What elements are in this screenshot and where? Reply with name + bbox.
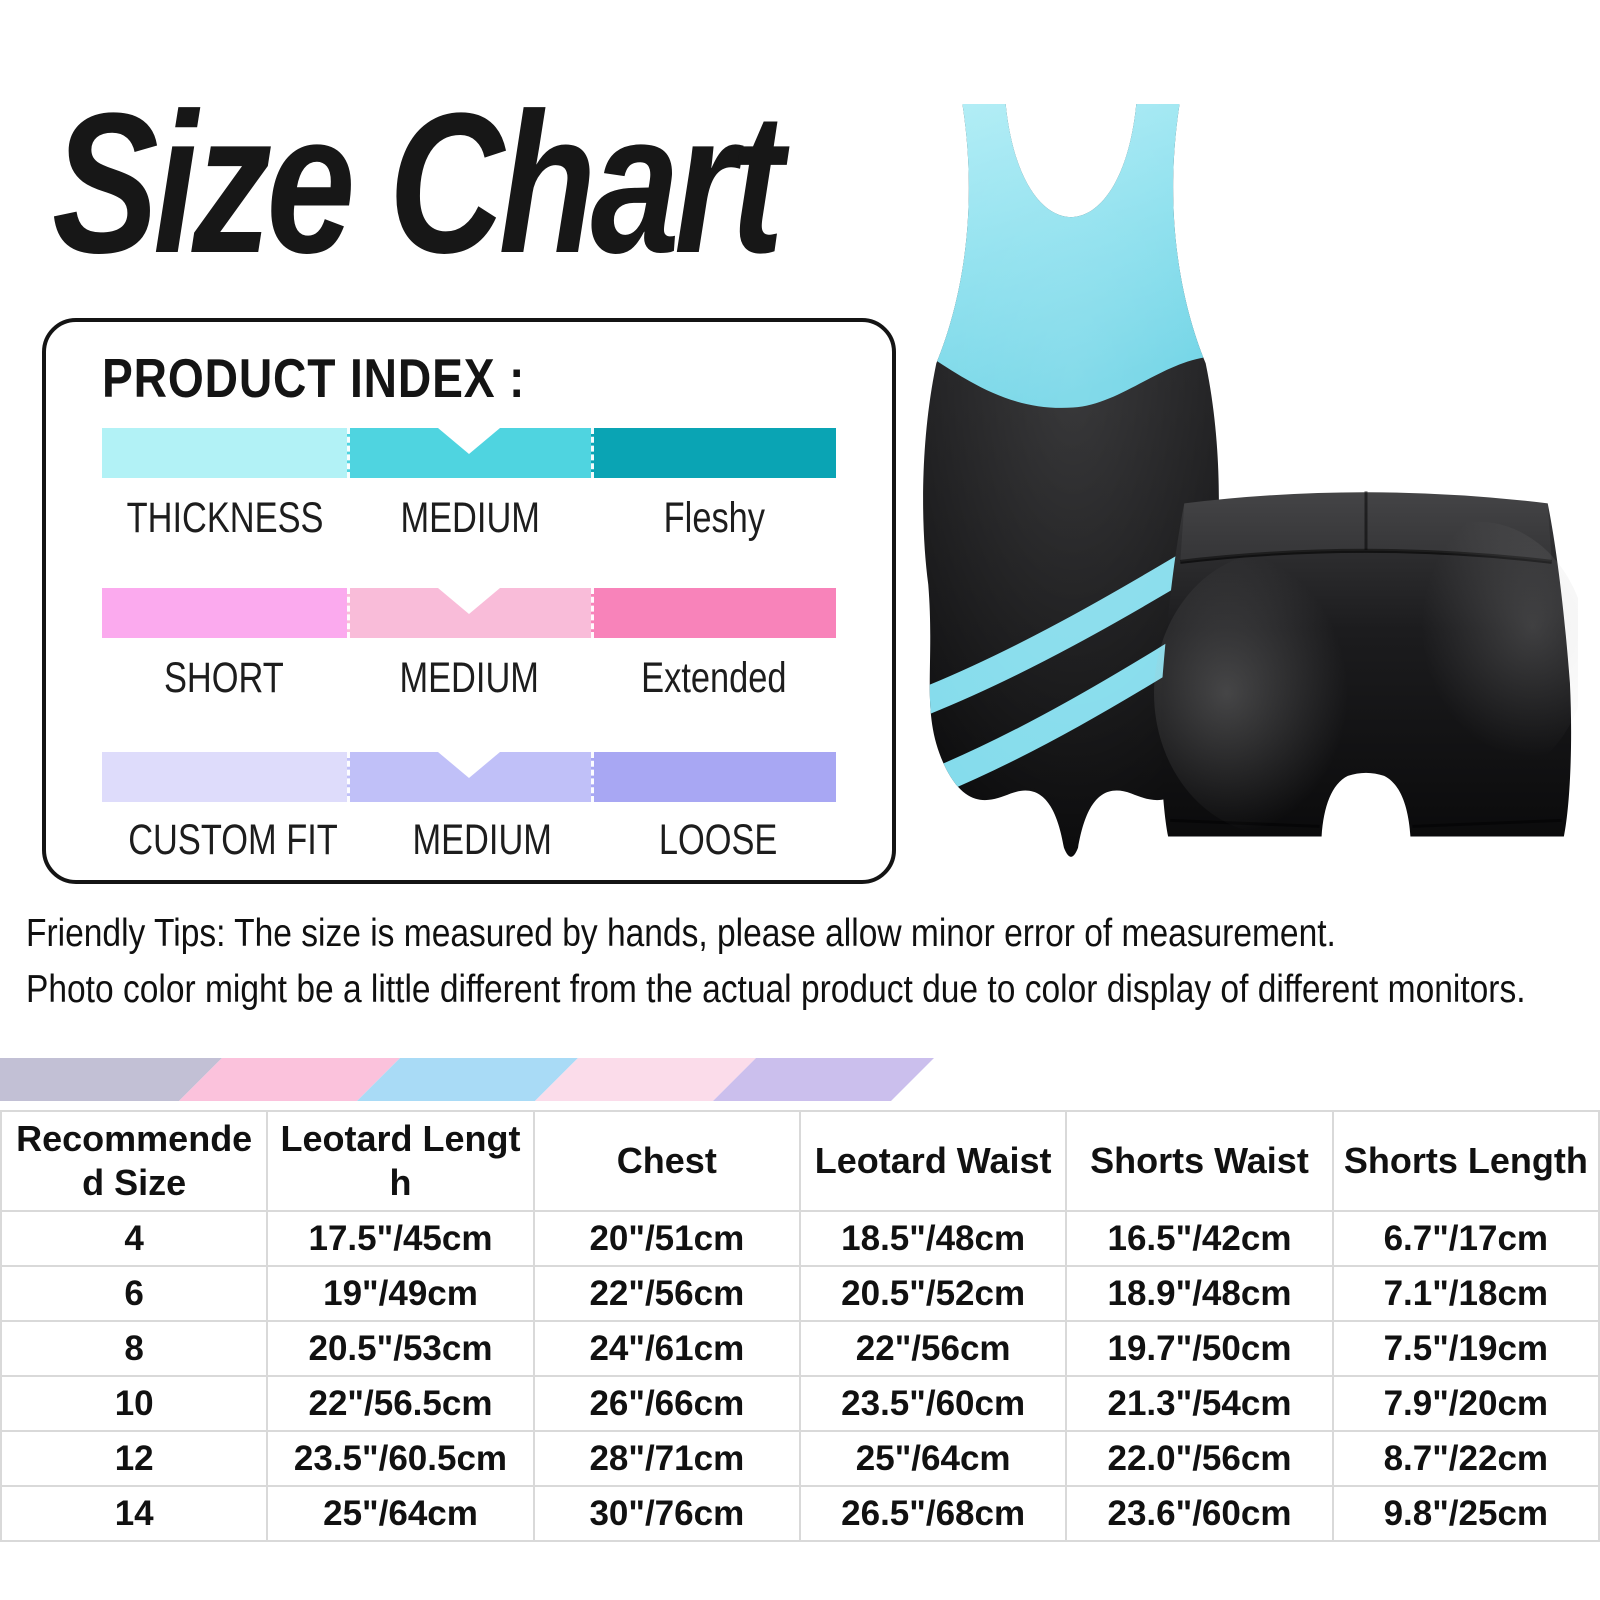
dashed-divider bbox=[346, 428, 350, 478]
fit-segment-medium bbox=[346, 752, 592, 802]
size-table: Recommende d Size Leotard Lengt h Chest Le… bbox=[0, 1110, 1600, 1542]
cell-shorts-waist: 21.3"/54cm bbox=[1065, 1375, 1334, 1432]
cell-shorts-waist: 19.7"/50cm bbox=[1065, 1320, 1334, 1377]
thickness-scale-bar bbox=[102, 428, 837, 478]
scale-label: Fleshy bbox=[663, 494, 765, 542]
cell-chest: 20"/51cm bbox=[532, 1210, 801, 1267]
cell-chest: 26"/66cm bbox=[532, 1375, 801, 1432]
page-title: Size Chart bbox=[52, 72, 784, 295]
header-shorts-waist: Shorts Waist bbox=[1065, 1110, 1334, 1212]
cell-shorts-length: 7.5"/19cm bbox=[1331, 1320, 1600, 1377]
scale-label: MEDIUM bbox=[399, 654, 539, 702]
size-table-header-row: Recommende d Size Leotard Lengt h Chest Le… bbox=[0, 1110, 1600, 1212]
table-row-size-8: 8 20.5"/53cm 24"/61cm 22"/56cm 19.7"/50c… bbox=[0, 1320, 1600, 1377]
length-segment-extended bbox=[591, 588, 837, 638]
fit-segment-custom bbox=[102, 752, 347, 802]
dashed-divider bbox=[591, 752, 595, 802]
header-chest: Chest bbox=[532, 1110, 801, 1212]
length-scale-labels: SHORT MEDIUM Extended bbox=[102, 654, 836, 703]
cell-size: 8 bbox=[0, 1320, 269, 1377]
cell-shorts-length: 9.8"/25cm bbox=[1331, 1485, 1600, 1542]
fit-scale-labels: CUSTOM FIT MEDIUM LOOSE bbox=[102, 816, 836, 865]
cell-leotard-length: 25"/64cm bbox=[266, 1485, 535, 1542]
scale-label: CUSTOM FIT bbox=[128, 816, 338, 864]
cell-leotard-length: 17.5"/45cm bbox=[266, 1210, 535, 1267]
length-scale-bar bbox=[102, 588, 837, 638]
cell-leotard-waist: 18.5"/48cm bbox=[798, 1210, 1068, 1267]
selector-notch-icon bbox=[438, 428, 500, 454]
cell-chest: 22"/56cm bbox=[532, 1265, 801, 1322]
cell-leotard-waist: 26.5"/68cm bbox=[798, 1485, 1068, 1542]
table-row-size-12: 12 23.5"/60.5cm 28"/71cm 25"/64cm 22.0"/… bbox=[0, 1430, 1600, 1487]
dashed-divider bbox=[591, 588, 595, 638]
dashed-divider bbox=[346, 588, 350, 638]
cell-size: 12 bbox=[0, 1430, 269, 1487]
header-recommended-size: Recommende d Size bbox=[0, 1110, 269, 1212]
length-segment-medium bbox=[346, 588, 592, 638]
cell-chest: 24"/61cm bbox=[532, 1320, 801, 1377]
table-row-size-14: 14 25"/64cm 30"/76cm 26.5"/68cm 23.6"/60… bbox=[0, 1485, 1600, 1542]
cell-shorts-waist: 22.0"/56cm bbox=[1065, 1430, 1334, 1487]
cell-size: 6 bbox=[0, 1265, 269, 1322]
table-row-size-6: 6 19"/49cm 22"/56cm 20.5"/52cm 18.9"/48c… bbox=[0, 1265, 1600, 1322]
cell-shorts-length: 7.1"/18cm bbox=[1331, 1265, 1600, 1322]
cell-leotard-waist: 20.5"/52cm bbox=[798, 1265, 1068, 1322]
cell-leotard-length: 22"/56.5cm bbox=[266, 1375, 535, 1432]
fit-segment-loose bbox=[591, 752, 837, 802]
selector-notch-icon bbox=[438, 588, 500, 614]
selector-notch-icon bbox=[438, 752, 500, 778]
table-row-size-10: 10 22"/56.5cm 26"/66cm 23.5"/60cm 21.3"/… bbox=[0, 1375, 1600, 1432]
cell-size: 14 bbox=[0, 1485, 269, 1542]
cell-chest: 30"/76cm bbox=[532, 1485, 801, 1542]
product-photo bbox=[874, 98, 1584, 888]
header-leotard-length: Leotard Lengt h bbox=[266, 1110, 535, 1212]
cell-leotard-length: 19"/49cm bbox=[266, 1265, 535, 1322]
decorative-ribbon bbox=[0, 1058, 948, 1101]
tip-line-2: Photo color might be a little different … bbox=[26, 968, 1526, 1011]
cell-leotard-waist: 25"/64cm bbox=[798, 1430, 1068, 1487]
cell-leotard-length: 20.5"/53cm bbox=[266, 1320, 535, 1377]
scale-label: MEDIUM bbox=[412, 816, 552, 864]
scale-label: SHORT bbox=[164, 654, 285, 702]
cell-size: 10 bbox=[0, 1375, 269, 1432]
scale-label: THICKNESS bbox=[126, 494, 324, 542]
product-index-heading: PRODUCT INDEX : bbox=[102, 347, 526, 409]
friendly-tips: Friendly Tips: The size is measured by h… bbox=[26, 906, 1600, 1018]
product-index-box: PRODUCT INDEX : THICKNESS MEDIUM Fleshy bbox=[42, 318, 896, 884]
cell-shorts-length: 7.9"/20cm bbox=[1331, 1375, 1600, 1432]
cell-size: 4 bbox=[0, 1210, 269, 1267]
cell-shorts-waist: 18.9"/48cm bbox=[1065, 1265, 1334, 1322]
cell-shorts-length: 8.7"/22cm bbox=[1331, 1430, 1600, 1487]
cell-shorts-waist: 16.5"/42cm bbox=[1065, 1210, 1334, 1267]
scale-label: Extended bbox=[640, 654, 787, 702]
header-shorts-length: Shorts Length bbox=[1331, 1110, 1600, 1212]
shorts-image bbox=[1154, 491, 1578, 837]
table-row-size-4: 4 17.5"/45cm 20"/51cm 18.5"/48cm 16.5"/4… bbox=[0, 1210, 1600, 1267]
scale-label: MEDIUM bbox=[400, 494, 540, 542]
dashed-divider bbox=[591, 428, 595, 478]
cell-shorts-length: 6.7"/17cm bbox=[1331, 1210, 1600, 1267]
cell-shorts-waist: 23.6"/60cm bbox=[1065, 1485, 1334, 1542]
dashed-divider bbox=[346, 752, 350, 802]
header-leotard-waist: Leotard Waist bbox=[798, 1110, 1068, 1212]
fit-scale-bar bbox=[102, 752, 837, 802]
cell-leotard-length: 23.5"/60.5cm bbox=[266, 1430, 535, 1487]
cell-leotard-waist: 22"/56cm bbox=[798, 1320, 1068, 1377]
cell-leotard-waist: 23.5"/60cm bbox=[798, 1375, 1068, 1432]
cell-chest: 28"/71cm bbox=[532, 1430, 801, 1487]
scale-label: LOOSE bbox=[658, 816, 778, 864]
thickness-segment-fleshy bbox=[591, 428, 837, 478]
thickness-scale-labels: THICKNESS MEDIUM Fleshy bbox=[102, 494, 836, 543]
length-segment-short bbox=[102, 588, 347, 638]
thickness-segment-thin bbox=[102, 428, 347, 478]
tip-line-1: Friendly Tips: The size is measured by h… bbox=[26, 912, 1336, 955]
thickness-segment-medium bbox=[346, 428, 592, 478]
